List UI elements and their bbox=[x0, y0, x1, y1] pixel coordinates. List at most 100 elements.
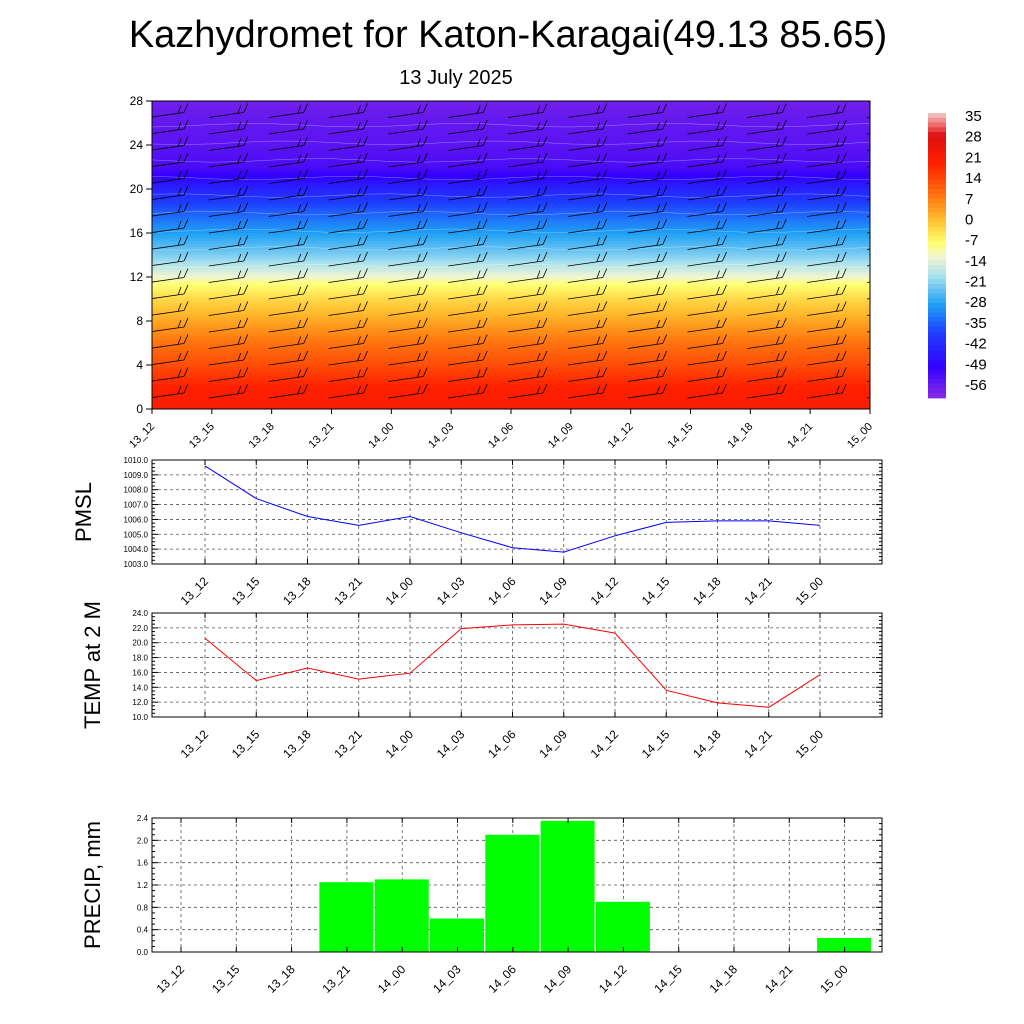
x-tick-label: 14_21 bbox=[762, 962, 796, 996]
wind-barb bbox=[208, 103, 249, 118]
colorbar-label: 0 bbox=[965, 211, 973, 228]
colorbar-swatch bbox=[928, 331, 946, 337]
y-tick-label: 20.0 bbox=[132, 639, 148, 648]
x-tick-label: 14_03 bbox=[426, 421, 456, 451]
precip-bar bbox=[485, 834, 540, 953]
x-tick-label: 13_21 bbox=[331, 574, 365, 608]
x-tick-label: 13_12 bbox=[178, 574, 212, 608]
x-tick-label: 14_09 bbox=[536, 574, 570, 608]
x-tick-label: 14_15 bbox=[666, 421, 696, 451]
wind-barb bbox=[208, 185, 249, 201]
wind-barb bbox=[747, 119, 787, 135]
colorbar-swatch bbox=[928, 293, 946, 299]
wind-barb bbox=[268, 301, 309, 316]
colorbar-swatch bbox=[928, 322, 946, 328]
wind-barb bbox=[687, 383, 727, 399]
wind-barb bbox=[448, 136, 488, 151]
wind-barb bbox=[328, 334, 368, 349]
temperature-band bbox=[152, 358, 870, 362]
precip-bar bbox=[595, 901, 650, 953]
x-tick-label: 14_03 bbox=[434, 727, 468, 761]
wind-barb bbox=[448, 218, 488, 234]
wind-barb bbox=[807, 202, 847, 217]
temperature-band bbox=[152, 193, 870, 197]
temperature-band bbox=[152, 201, 870, 205]
temperature-band bbox=[152, 173, 870, 177]
wind-barb bbox=[268, 119, 309, 135]
colorbar-swatch bbox=[928, 198, 946, 204]
wind-barb bbox=[507, 235, 548, 250]
wind-barb bbox=[807, 169, 847, 184]
temperature-band bbox=[152, 137, 870, 141]
temperature-band bbox=[152, 291, 870, 295]
colorbar-swatch bbox=[928, 179, 946, 185]
colorbar-swatch bbox=[928, 307, 946, 313]
wind-barb bbox=[152, 152, 189, 167]
temperature-band bbox=[152, 207, 870, 211]
wind-barb bbox=[448, 334, 488, 349]
wind-barb bbox=[388, 136, 428, 151]
wind-barb bbox=[328, 268, 368, 283]
wind-barb bbox=[507, 169, 548, 184]
temperature-band bbox=[152, 380, 870, 385]
temperature-band bbox=[152, 240, 870, 245]
y-tick-label: 2.0 bbox=[137, 836, 149, 845]
pmsl-y-axis-label: PMSL bbox=[71, 482, 96, 542]
y-tick-label: 1007.0 bbox=[124, 501, 149, 510]
y-tick-label: 22.0 bbox=[132, 624, 148, 633]
temperature-band bbox=[152, 249, 870, 253]
isotherm-line bbox=[152, 140, 870, 145]
temperature-band bbox=[152, 363, 870, 368]
x-tick-label: 14_21 bbox=[785, 421, 815, 451]
wind-barb bbox=[268, 152, 309, 168]
colorbar-swatch bbox=[928, 241, 946, 247]
wind-barb bbox=[807, 301, 847, 316]
colorbar-swatch bbox=[928, 127, 946, 133]
temperature-band bbox=[152, 338, 870, 343]
colorbar-swatch bbox=[928, 298, 946, 304]
colorbar-label: -42 bbox=[965, 336, 987, 353]
temperature-band bbox=[152, 162, 870, 166]
temperature-band bbox=[152, 139, 870, 144]
temperature-band bbox=[152, 316, 870, 320]
colorbar-swatch bbox=[928, 383, 946, 389]
temperature-band bbox=[152, 361, 870, 365]
x-tick-label: 14_15 bbox=[639, 574, 673, 608]
wind-barb bbox=[328, 367, 368, 382]
wind-barb bbox=[448, 152, 488, 168]
colorbar-swatch bbox=[928, 170, 946, 176]
wind-barb bbox=[208, 218, 249, 234]
isotherm-line bbox=[152, 193, 870, 198]
y-tick-label: 1009.0 bbox=[124, 471, 149, 480]
temperature-band bbox=[152, 232, 870, 236]
wind-barb bbox=[687, 169, 727, 184]
colorbar-label: 35 bbox=[965, 108, 982, 125]
temperature-band bbox=[152, 274, 870, 278]
wind-barb bbox=[747, 268, 787, 283]
y-tick-label: 14.0 bbox=[132, 683, 148, 692]
wind-barb bbox=[328, 103, 368, 118]
temperature-band bbox=[152, 265, 870, 270]
colorbar-swatch bbox=[928, 317, 946, 323]
colorbar-swatch bbox=[928, 312, 946, 318]
wind-barb bbox=[567, 284, 608, 300]
temperature-band bbox=[152, 254, 870, 259]
temperature-band bbox=[152, 405, 870, 409]
temperature-band bbox=[152, 327, 870, 331]
wind-barb bbox=[152, 301, 189, 316]
wind-barb bbox=[627, 268, 668, 283]
wind-barb bbox=[866, 133, 870, 135]
colorbar-label: 28 bbox=[965, 129, 982, 146]
y-tick-label: 1004.0 bbox=[124, 545, 149, 554]
wind-barb bbox=[448, 169, 488, 184]
colorbar-swatch bbox=[928, 231, 946, 237]
temp-frame bbox=[151, 612, 883, 718]
wind-barb bbox=[747, 350, 787, 366]
wind-barb bbox=[747, 185, 787, 201]
colorbar-swatch bbox=[928, 284, 946, 290]
y-tick-label: 1.2 bbox=[137, 881, 149, 890]
x-tick-label: 14_06 bbox=[486, 421, 516, 451]
wind-barb bbox=[208, 268, 249, 283]
wind-barb bbox=[152, 202, 189, 217]
precip-bar bbox=[430, 918, 484, 952]
